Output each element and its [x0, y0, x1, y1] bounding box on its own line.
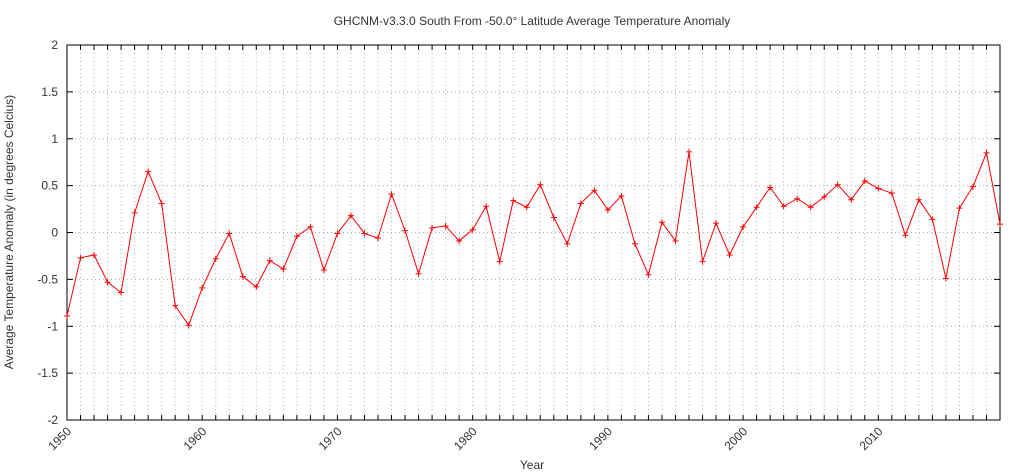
data-point: [604, 207, 611, 213]
series-line: [66, 151, 1001, 327]
data-point: [469, 226, 476, 233]
data-point: [483, 203, 490, 210]
data-point: [848, 196, 855, 203]
data-point: [699, 258, 706, 265]
data-point: [280, 266, 287, 273]
data-point: [902, 232, 909, 239]
y-tick-label: 1: [51, 132, 58, 146]
y-tick-label: 0.5: [41, 179, 58, 193]
y-tick-label: 1.5: [41, 85, 58, 99]
data-point: [969, 183, 976, 190]
y-tick-label: -1: [47, 319, 58, 333]
axis-ticks: [67, 44, 1000, 421]
data-point: [429, 224, 436, 231]
data-point: [658, 219, 665, 226]
data-point: [456, 237, 463, 244]
data-point: [726, 252, 733, 258]
data-point: [64, 312, 70, 319]
data-point: [537, 181, 544, 188]
data-point: [320, 267, 327, 273]
data-point: [402, 227, 409, 234]
data-point: [131, 209, 138, 216]
data-point: [591, 187, 598, 194]
data-point: [442, 222, 449, 229]
data-point: [415, 270, 422, 277]
x-tick-label: 1970: [316, 424, 345, 453]
data-point: [253, 283, 260, 290]
data-point: [239, 273, 246, 280]
x-tick-label: 1960: [181, 424, 210, 453]
y-axis-label: Average Temperature Anomaly (in degrees …: [2, 95, 16, 369]
x-tick-labels: 1950 1960 1970 1980 1990 2000 2010: [45, 424, 885, 453]
x-tick-label: 2000: [721, 424, 750, 453]
y-tick-label: 0: [51, 226, 58, 240]
y-tick-label: -0.5: [37, 272, 58, 286]
plot-frame: [66, 44, 1001, 421]
data-point: [807, 204, 814, 211]
data-point: [496, 258, 503, 265]
x-axis-label: Year: [520, 458, 544, 472]
x-tick-label: 2010: [857, 424, 886, 453]
series-markers: [64, 148, 1003, 329]
data-point: [172, 302, 179, 309]
data-point: [577, 200, 584, 207]
data-point: [266, 257, 273, 264]
data-point: [334, 230, 341, 237]
data-point: [375, 235, 381, 242]
y-tick-label: 2: [51, 38, 58, 52]
chart-title: GHCNM-v3.3.0 South From -50.0° Latitude …: [334, 14, 731, 28]
data-point: [185, 322, 192, 329]
data-point: [929, 216, 936, 223]
data-point: [77, 254, 84, 261]
data-point: [550, 214, 557, 221]
data-point: [361, 230, 368, 237]
data-point: [780, 203, 787, 210]
data-point: [983, 149, 990, 156]
data-point: [564, 240, 571, 247]
data-point: [158, 200, 165, 207]
data-point: [347, 212, 354, 219]
data-point: [956, 205, 963, 212]
data-point: [861, 177, 868, 184]
data-point: [104, 279, 111, 286]
data-point: [199, 284, 206, 291]
data-point: [713, 220, 720, 227]
y-tick-label: -1.5: [37, 366, 58, 380]
data-point: [645, 271, 652, 278]
data-point: [834, 181, 841, 188]
data-point: [672, 237, 679, 244]
y-tick-labels: -2 -1.5 -1 -0.5 0 0.5 1 1.5 2: [37, 38, 58, 427]
grid-lines: [67, 45, 1000, 420]
y-tick-label: -2: [47, 413, 58, 427]
data-point: [226, 230, 233, 237]
data-point: [618, 192, 625, 199]
data-point: [388, 191, 395, 198]
data-point: [293, 233, 300, 240]
data-point: [118, 289, 125, 296]
x-tick-label: 1990: [586, 424, 615, 453]
data-point: [91, 252, 98, 258]
x-tick-label: 1950: [45, 424, 74, 453]
data-point: [821, 193, 828, 200]
data-point: [915, 196, 922, 203]
data-point: [942, 275, 949, 282]
data-point: [753, 204, 760, 211]
x-tick-label: 1980: [451, 424, 480, 453]
data-point: [888, 190, 895, 197]
data-point: [307, 223, 314, 230]
data-point: [631, 240, 638, 247]
data-point: [145, 168, 152, 175]
data-point: [212, 255, 219, 262]
data-point: [686, 148, 692, 155]
data-point: [510, 197, 517, 204]
data-point: [767, 184, 774, 191]
data-point: [997, 221, 1003, 228]
data-point: [794, 195, 801, 202]
data-point: [740, 223, 747, 230]
data-point: [523, 204, 530, 211]
data-point: [875, 185, 882, 192]
